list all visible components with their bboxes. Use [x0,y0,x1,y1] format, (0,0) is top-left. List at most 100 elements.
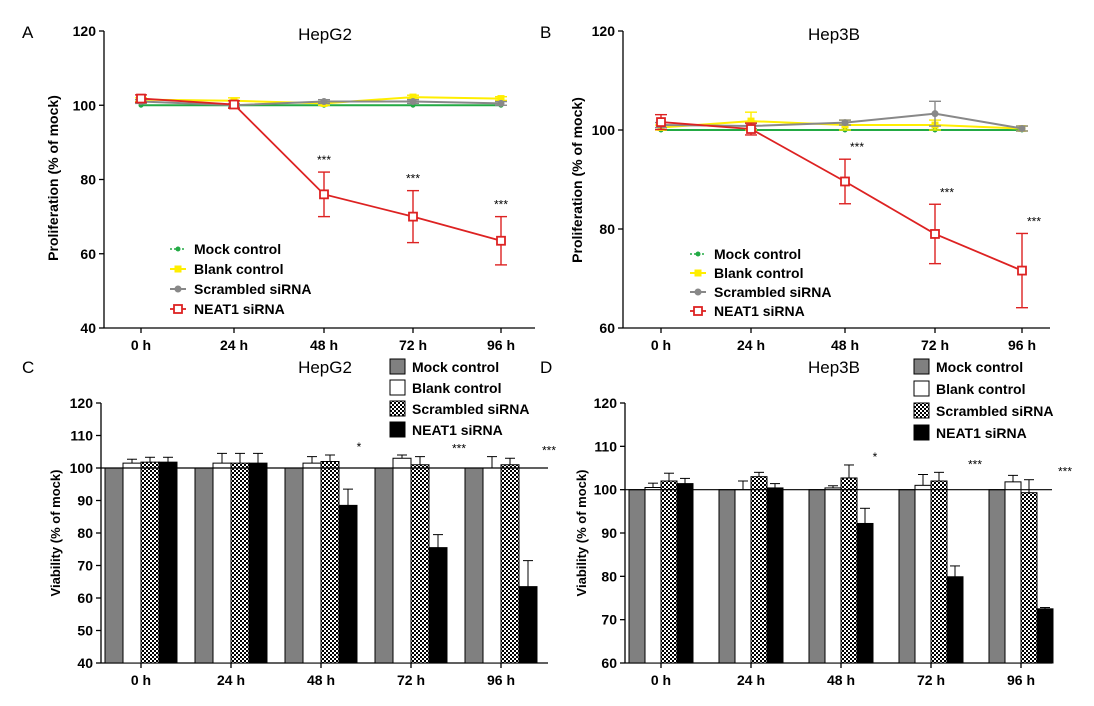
legend-swatch [913,380,930,397]
bar [840,477,858,664]
data-point [136,93,146,104]
y-tick-label: 40 [77,655,93,671]
legend-item: Scrambled siRNA [170,281,311,297]
panel-A: A HepG2 Proliferation (% of mock) 40 60 80 100… [22,23,535,353]
bar [374,467,394,664]
series-neat1-sirna [655,113,1028,309]
significance-label: *** [1058,465,1072,479]
chart-title: Hep3B [808,358,860,377]
panel-letter: D [540,358,552,377]
significance-label: *** [494,198,508,212]
bar [428,547,448,664]
bar [628,489,646,664]
panel-letter: C [22,358,34,377]
legend-label: Scrambled siRNA [412,401,529,417]
legend-marker [694,269,702,277]
x-tick-label: 0 h [651,337,671,353]
data-point [496,235,506,246]
legend-marker [173,304,183,314]
legend-marker [174,265,182,273]
panel-letter: B [540,23,551,42]
legend-swatch [389,358,406,375]
bar [104,467,124,664]
bar [140,461,160,664]
legend-swatch [389,400,406,417]
chart-title: Hep3B [808,25,860,44]
legend-label: Mock control [194,241,281,257]
bar [158,461,178,664]
bar [660,480,678,664]
series-line [140,97,502,242]
x-tick-label: 48 h [307,672,335,688]
legend-label: Scrambled siRNA [714,284,831,300]
significance-label: *** [452,442,466,456]
y-axis-label: Viability (% of mock) [574,470,589,597]
data-point [747,117,755,125]
legend-item: Scrambled siRNA [389,400,529,417]
data-point [409,93,417,101]
y-tick-label: 100 [73,97,97,113]
legend-item: Mock control [690,246,801,262]
legend-label: NEAT1 siRNA [936,425,1027,441]
y-tick-label: 50 [77,623,93,639]
chart-title: HepG2 [298,25,352,44]
legend-item: NEAT1 siRNA [690,303,805,319]
x-tick-label: 48 h [831,337,859,353]
legend-marker [175,246,181,252]
legend-label: Scrambled siRNA [936,403,1053,419]
bar [914,484,932,664]
x-tick-label: 0 h [651,672,671,688]
data-point [497,99,505,107]
y-tick-label: 80 [599,221,615,237]
bar [284,467,304,664]
x-tick-label: 72 h [917,672,945,688]
data-point [320,98,328,106]
legend-label: NEAT1 siRNA [412,422,503,438]
data-point [930,229,940,239]
legend-label: Mock control [936,359,1023,375]
x-tick-label: 24 h [737,337,765,353]
legend-label: Blank control [714,265,803,281]
x-tick-label: 24 h [220,337,248,353]
legend-marker [174,285,182,293]
y-tick-label: 110 [594,438,617,454]
y-tick-label: 120 [70,395,94,411]
legend-label: Scrambled siRNA [194,281,311,297]
legend-swatch [913,424,930,441]
bar [718,489,736,664]
data-point [931,110,939,118]
bar [482,467,502,664]
legend-item: Blank control [389,379,501,396]
x-tick-label: 96 h [1007,672,1035,688]
y-axis-label: Proliferation (% of mock) [45,95,61,261]
series-blank-control [644,474,1022,664]
legend-label: NEAT1 siRNA [194,301,285,317]
series-neat1-sirna [158,452,538,664]
x-tick-label: 96 h [1008,337,1036,353]
bar [946,576,964,664]
legend-item: Mock control [170,241,281,257]
legend-item: Scrambled siRNA [690,284,831,300]
legend-item: Mock control [389,358,499,375]
x-tick-label: 96 h [487,672,515,688]
x-tick-label: 0 h [131,672,151,688]
series-mock-control [104,467,484,664]
legend-swatch [389,379,406,396]
legend-item: NEAT1 siRNA [913,424,1027,441]
bar [644,487,662,664]
legend-marker [695,251,701,257]
series-blank-control [122,452,502,664]
y-tick-label: 80 [80,172,96,188]
panel-B: B Hep3B Proliferation (% of mock) 60 80 100 12… [540,23,1050,353]
legend-item: Blank control [913,380,1025,397]
y-tick-label: 40 [80,320,96,336]
y-tick-label: 80 [77,525,93,541]
bar [898,489,916,664]
bar [676,483,694,664]
bar [856,522,874,664]
legend-marker [693,306,703,316]
data-point [841,119,849,127]
panel-D: D Hep3B Viability (% of mock) 60 70 80 90 100 11… [540,358,1072,688]
legend-label: Blank control [412,380,501,396]
